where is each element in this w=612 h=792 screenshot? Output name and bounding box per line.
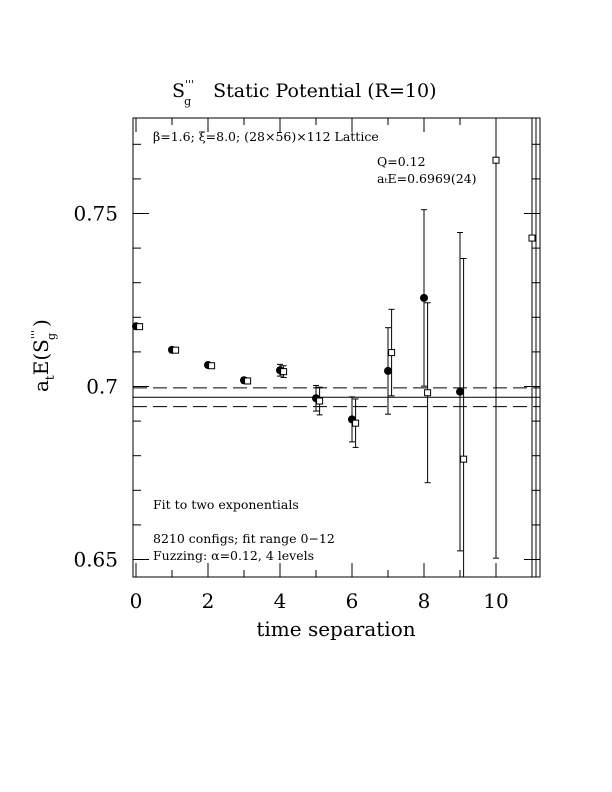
square-data-point — [208, 362, 216, 370]
ylabel-close: ) — [29, 319, 53, 327]
square-marker — [280, 368, 288, 376]
square-marker — [208, 362, 216, 370]
square-data-point — [424, 302, 432, 484]
circle-data-point — [456, 232, 464, 552]
chart-title: S''' g Static Potential (R=10) — [172, 78, 436, 108]
square-marker — [136, 323, 144, 331]
configs-annotation: 8210 configs; fit range 0−12 — [153, 531, 335, 546]
title-main: S — [172, 80, 185, 102]
x-tick-label: 8 — [418, 589, 431, 613]
plot-frame — [132, 117, 541, 578]
q-annotation: Q=0.12 — [377, 154, 426, 169]
x-tick-label: 2 — [202, 589, 215, 613]
square-data-point — [492, 117, 500, 559]
ylabel-e: E(S — [29, 339, 53, 375]
square-marker — [316, 397, 324, 405]
circle-data-point — [420, 209, 428, 387]
title-sup: ''' — [185, 78, 194, 91]
square-data-point — [172, 346, 180, 354]
square-data-point — [244, 377, 252, 385]
square-marker — [460, 455, 468, 463]
y-axis-label: atE(S''' g) — [29, 319, 58, 392]
y-tick-label: 0.65 — [73, 548, 118, 572]
circle-data-point — [348, 396, 356, 443]
title-rest: Static Potential (R=10) — [213, 80, 436, 102]
x-tick-labels: 0 2 4 6 8 10 — [130, 589, 509, 613]
circle-marker — [420, 293, 428, 302]
square-data-point — [136, 323, 144, 331]
x-axis-label: time separation — [256, 617, 415, 641]
square-marker — [424, 389, 432, 397]
x-tick-label: 0 — [130, 589, 143, 613]
square-marker — [492, 156, 500, 164]
square-marker — [352, 419, 360, 427]
x-tick-label: 4 — [274, 589, 287, 613]
fuzzing-annotation: Fuzzing: α=0.12, 4 levels — [153, 548, 314, 563]
energy-annotation: aₜE=0.6969(24) — [377, 171, 477, 186]
x-tick-label: 6 — [346, 589, 359, 613]
ylabel-sub: g — [45, 333, 58, 340]
ylabel-main: a — [29, 380, 53, 392]
axis-ticks — [133, 118, 540, 577]
y-tick-label: 0.75 — [73, 202, 118, 226]
circle-data-point — [384, 327, 392, 415]
circle-marker — [384, 366, 392, 375]
square-marker — [528, 234, 536, 242]
fit-annotation: Fit to two exponentials — [153, 497, 299, 512]
fit-lines — [133, 387, 540, 408]
title-sub: g — [184, 95, 191, 108]
data-points — [132, 117, 536, 578]
square-data-point — [388, 308, 396, 397]
y-tick-labels: 0.65 0.7 0.75 — [73, 202, 118, 572]
ylabel-sup: ''' — [29, 330, 42, 339]
square-data-point — [352, 398, 360, 448]
square-data-point — [280, 365, 288, 379]
lattice-annotation: β=1.6; ξ=8.0; (28×56)×112 Lattice — [153, 129, 379, 144]
ylabel-t: t — [43, 375, 57, 380]
square-marker — [172, 346, 180, 354]
circle-marker — [456, 387, 464, 396]
y-tick-label: 0.7 — [86, 375, 118, 399]
x-tick-label: 10 — [483, 589, 508, 613]
square-marker — [244, 377, 252, 385]
square-marker — [388, 349, 396, 357]
square-data-point — [460, 257, 468, 578]
square-data-point — [528, 117, 536, 578]
square-data-point — [316, 386, 324, 416]
